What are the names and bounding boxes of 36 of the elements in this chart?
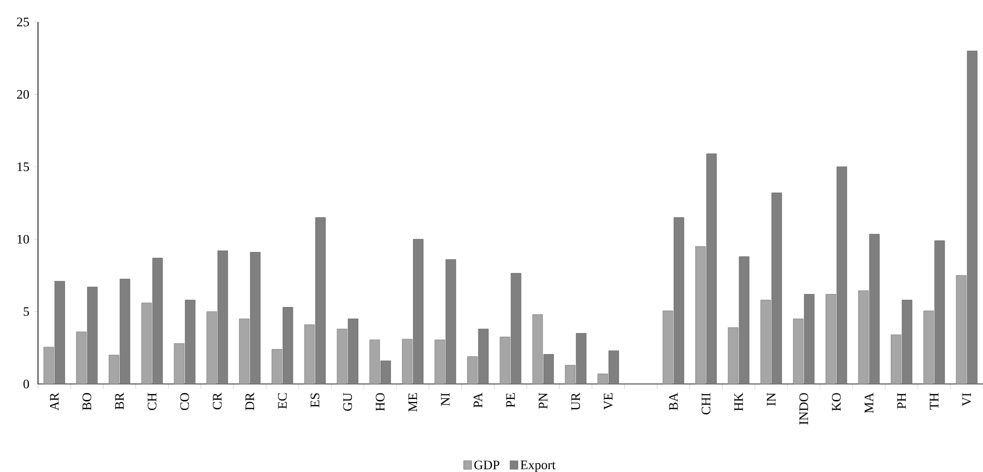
- x-tick-label: CO: [180, 393, 190, 410]
- x-tick-label: PA: [474, 392, 482, 408]
- legend-label: Export: [520, 460, 556, 472]
- x-tick-label: HK: [734, 392, 743, 411]
- x-tick-label: BR: [115, 392, 124, 410]
- x-tick-label: IN: [766, 392, 776, 406]
- y-tick-label: 10: [18, 234, 29, 244]
- x-tick-label: CHI: [702, 392, 710, 414]
- x-tick-label: TH: [930, 392, 938, 410]
- x-tick-label: CH: [148, 392, 156, 410]
- x-tick-label: VI: [962, 392, 972, 406]
- x-tick-label: PN: [538, 392, 548, 409]
- x-tick-label: PE: [506, 393, 515, 408]
- x-tick-label: AR: [50, 392, 59, 410]
- legend-label: GDP: [474, 460, 500, 470]
- x-tick-label: DR: [246, 392, 254, 410]
- y-tick-label: 15: [18, 162, 29, 172]
- x-tick-label: GU: [343, 392, 352, 411]
- x-tick-label: INDO: [799, 393, 808, 425]
- x-tick-label: CR: [212, 392, 222, 410]
- x-tick-label: NI: [441, 392, 450, 406]
- x-tick-label: KO: [832, 393, 841, 411]
- x-tick-label: BA: [669, 392, 678, 410]
- x-tick-label: VE: [604, 393, 613, 410]
- y-tick-label: 20: [17, 90, 29, 99]
- x-tick-label: PH: [897, 392, 906, 409]
- x-tick-label: ME: [408, 393, 417, 412]
- y-tick-label: 5: [24, 307, 29, 316]
- y-tick-label: 0: [23, 380, 29, 388]
- x-tick-label: BO: [82, 393, 92, 410]
- x-tick-label: HO: [376, 393, 385, 411]
- x-tick-label: UR: [571, 392, 580, 410]
- y-tick-label: 25: [17, 18, 29, 26]
- x-tick-label: EC: [278, 393, 287, 409]
- x-tick-label: ES: [310, 393, 320, 408]
- x-tick-label: MA: [864, 392, 874, 414]
